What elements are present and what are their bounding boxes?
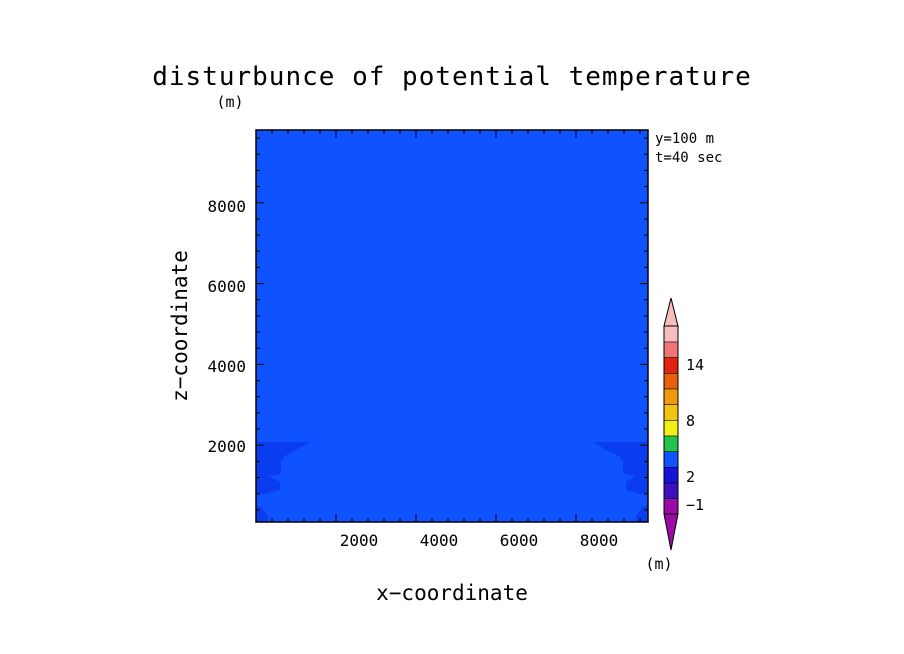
colorbar-band — [663, 404, 679, 421]
axis-ticks — [256, 130, 648, 522]
left-lower-patch — [256, 442, 310, 494]
colorbar-band — [663, 435, 679, 452]
plot-area — [255, 129, 649, 523]
colorbar-unit-label: (m) — [645, 555, 672, 573]
field-background — [256, 130, 648, 522]
colorbar-bands — [663, 325, 679, 515]
colorbar-band — [663, 388, 679, 405]
x-tick-label-4000: 4000 — [420, 531, 459, 550]
colorbar-band — [663, 325, 679, 343]
x-tick-label-2000: 2000 — [340, 531, 379, 550]
colorbar-band — [663, 482, 679, 499]
colorbar-label-minus1: −1 — [686, 496, 704, 514]
right-lower-patch — [594, 442, 648, 494]
y-tick-label-8000: 8000 — [207, 197, 246, 216]
x-tick-label-6000: 6000 — [500, 531, 539, 550]
right-bottom-patch — [636, 505, 648, 522]
colorbar-frame — [663, 325, 679, 515]
y-axis-label: z−coordinate — [168, 250, 192, 402]
plot-frame — [255, 129, 649, 523]
colorbar: 14 8 2 −1 (m) — [645, 297, 704, 573]
colorbar-bottom-arrow — [663, 513, 679, 551]
colorbar-label-2: 2 — [686, 468, 695, 486]
colorbar-band — [663, 341, 679, 358]
y-tick-label-4000: 4000 — [207, 357, 246, 376]
colorbar-band — [663, 357, 679, 374]
left-bottom-patch — [256, 505, 268, 522]
x-axis-label: x−coordinate — [376, 581, 528, 605]
chart-title: disturbunce of potential temperature — [152, 62, 752, 92]
y-tick-label-2000: 2000 — [207, 437, 246, 456]
colorbar-band — [663, 498, 679, 515]
y-tick-label-6000: 6000 — [207, 277, 246, 296]
annotation-y: y=100 m — [655, 131, 714, 147]
colorbar-band — [663, 419, 679, 437]
colorbar-band — [663, 451, 679, 468]
x-tick-label-8000: 8000 — [580, 531, 619, 550]
colorbar-label-14: 14 — [686, 356, 704, 374]
y-unit-label: (m) — [216, 93, 243, 111]
colorbar-band — [663, 372, 679, 390]
colorbar-label-8: 8 — [686, 412, 695, 430]
colorbar-top-arrow — [663, 297, 679, 327]
annotation-t: t=40 sec — [655, 150, 722, 166]
colorbar-band — [663, 466, 679, 484]
